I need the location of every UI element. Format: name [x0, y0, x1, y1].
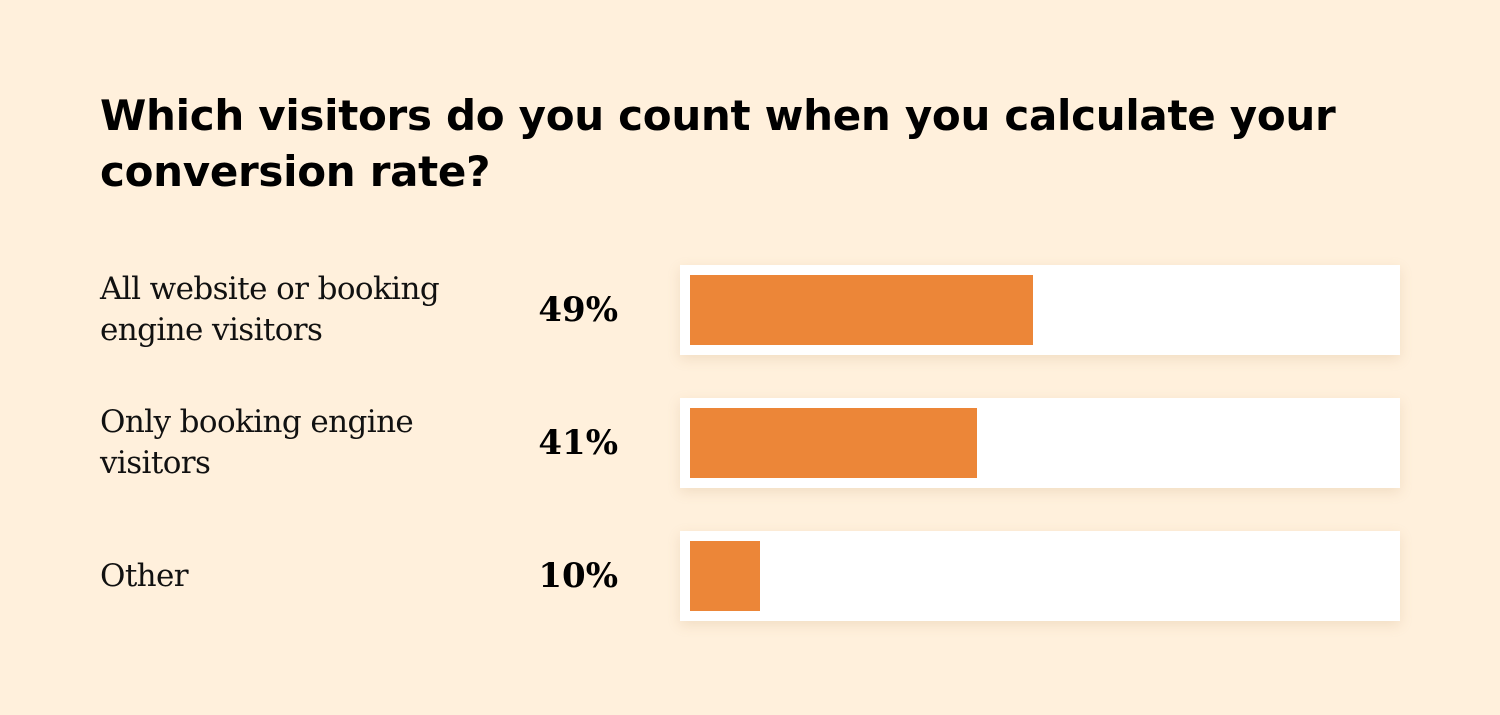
bar [690, 541, 760, 611]
value-label: 41% [538, 423, 618, 463]
category-label: Only booking engine visitors [100, 404, 414, 481]
bar-row: All website or booking engine visitors 4… [0, 265, 1500, 355]
value-label: 10% [538, 556, 618, 596]
bar-row: Only booking engine visitors 41% [0, 398, 1500, 488]
bar [690, 408, 977, 478]
bar-track [680, 265, 1400, 355]
bar [690, 275, 1033, 345]
value-label: 49% [538, 290, 618, 330]
chart-title: Which visitors do you count when you cal… [100, 91, 1336, 196]
bar-row: Other 10% [0, 531, 1500, 621]
bar-track [680, 398, 1400, 488]
bar-track [680, 531, 1400, 621]
category-label: All website or booking engine visitors [100, 271, 440, 348]
category-label: Other [100, 557, 189, 594]
